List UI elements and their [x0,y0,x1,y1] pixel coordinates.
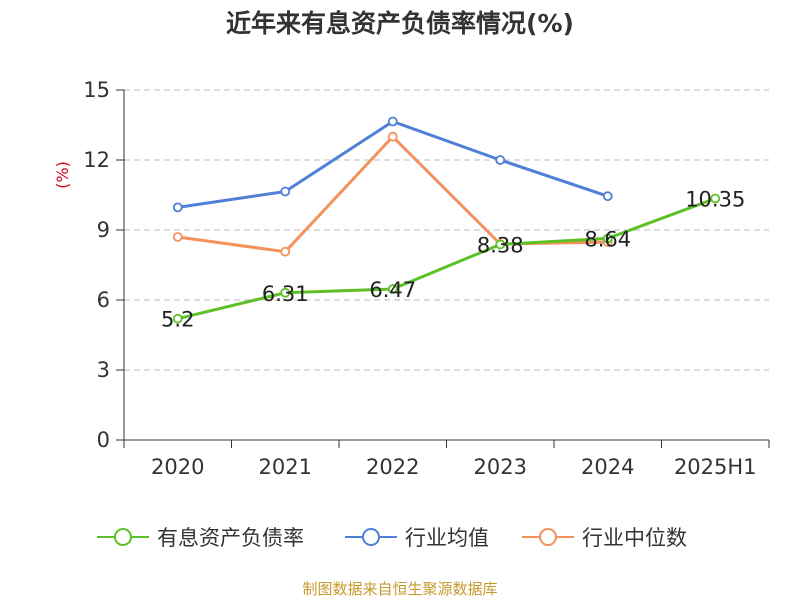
legend-label-industry-median: 行业中位数 [582,526,687,550]
x-tick-label: 2021 [259,455,312,479]
data-point [387,284,398,294]
data-point [172,232,183,242]
x-tick-label: 2023 [474,455,527,479]
data-point [602,191,613,202]
chart-title: 近年来有息资产负债率情况(%) [226,9,574,38]
legend-item-industry-mean[interactable]: 行业均值 [345,522,489,552]
data-point [495,155,506,165]
data-label: 8.64 [584,227,631,251]
data-label: 8.38 [477,233,524,257]
y-tick-label: 3 [97,358,110,382]
series-line-0 [177,197,716,321]
data-point [495,239,506,250]
y-tick-label: 15 [83,78,110,102]
source-note: 制图数据来自恒生聚源数据库 [302,580,498,598]
data-point [602,233,613,244]
y-tick-label: 9 [97,218,110,242]
x-tick-label: 2025H1 [674,455,757,479]
data-point [172,313,183,324]
data-point [280,287,291,298]
legend-item-industry-median[interactable]: 行业中位数 [522,522,687,552]
data-point [280,186,291,197]
y-tick-label: 6 [97,288,110,312]
data-label: 6.31 [262,282,309,306]
legend-marker-orange [522,528,574,546]
legend-label-debt-ratio: 有息资产负债率 [157,526,304,550]
x-tick-label: 2024 [581,455,634,479]
x-tick-label: 2022 [366,455,419,479]
data-point [172,202,183,213]
data-label: 6.47 [369,278,416,302]
y-axis-label: (%) [53,161,72,189]
data-point [710,193,721,204]
series-line-2 [177,135,608,254]
data-label: 5.2 [161,308,194,332]
data-point [280,246,291,257]
legend-marker-green [97,528,149,546]
data-point [387,131,398,142]
legend-label-industry-mean: 行业均值 [405,526,489,550]
legend-item-debt-ratio[interactable]: 有息资产负债率 [97,522,304,552]
legend: 有息资产负债率 行业均值 行业中位数 [0,522,800,552]
y-tick-label: 12 [83,148,110,172]
data-point [387,116,398,127]
y-tick-label: 0 [97,428,110,452]
data-label: 10.35 [685,188,745,212]
x-tick-label: 2020 [151,455,204,479]
legend-marker-blue [345,528,397,546]
